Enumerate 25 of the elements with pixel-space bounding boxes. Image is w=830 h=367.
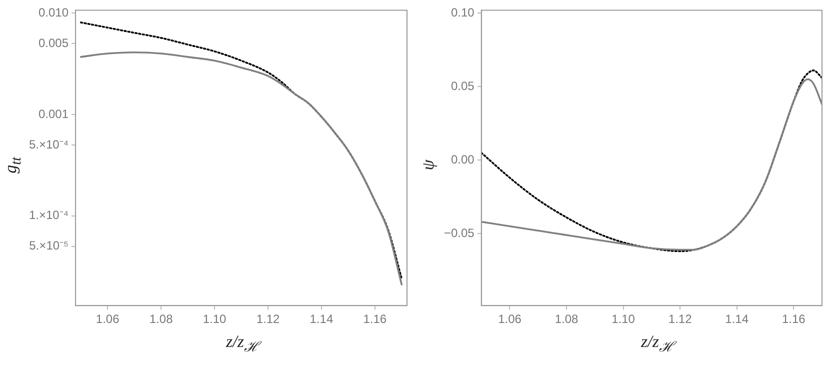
x-tick-label: 1.14 [310,312,334,326]
x-tick-label: 1.10 [202,312,227,326]
x-axis-title: z/z$_{ℋ}$ [224,332,263,356]
y-tick-label: 0.010 [38,5,69,20]
x-tick-label: 1.14 [725,312,749,326]
y-tick-label: 0.05 [451,78,475,93]
x-tick-label: 1.16 [363,312,387,326]
x-tick-label: 1.06 [498,312,522,326]
y-tick-label: −0.05 [444,226,475,240]
y-tick-label: 0.10 [451,5,475,20]
y-tick-label: 1.×10⁻⁴ [28,208,69,222]
x-tick-label: 1.12 [256,312,280,326]
x-tick-label: 1.08 [149,312,174,326]
y-tick-label: 5.×10⁻⁴ [28,137,69,152]
y-tick-label: 5.×10⁻⁵ [29,238,69,253]
x-tick-label: 1.16 [782,312,806,326]
y-tick-label: 0.001 [38,106,69,121]
x-tick-label: 1.12 [668,312,692,326]
y-tick-label: 0.00 [451,152,475,166]
x-tick-label: 1.06 [96,312,120,326]
y-tick-label: 0.005 [38,36,69,50]
x-axis-title: z/z$_{ℋ}$ [640,332,678,356]
y-axis-title: ψ [418,160,438,170]
x-tick-label: 1.10 [612,312,636,326]
x-tick-label: 1.08 [554,312,579,326]
